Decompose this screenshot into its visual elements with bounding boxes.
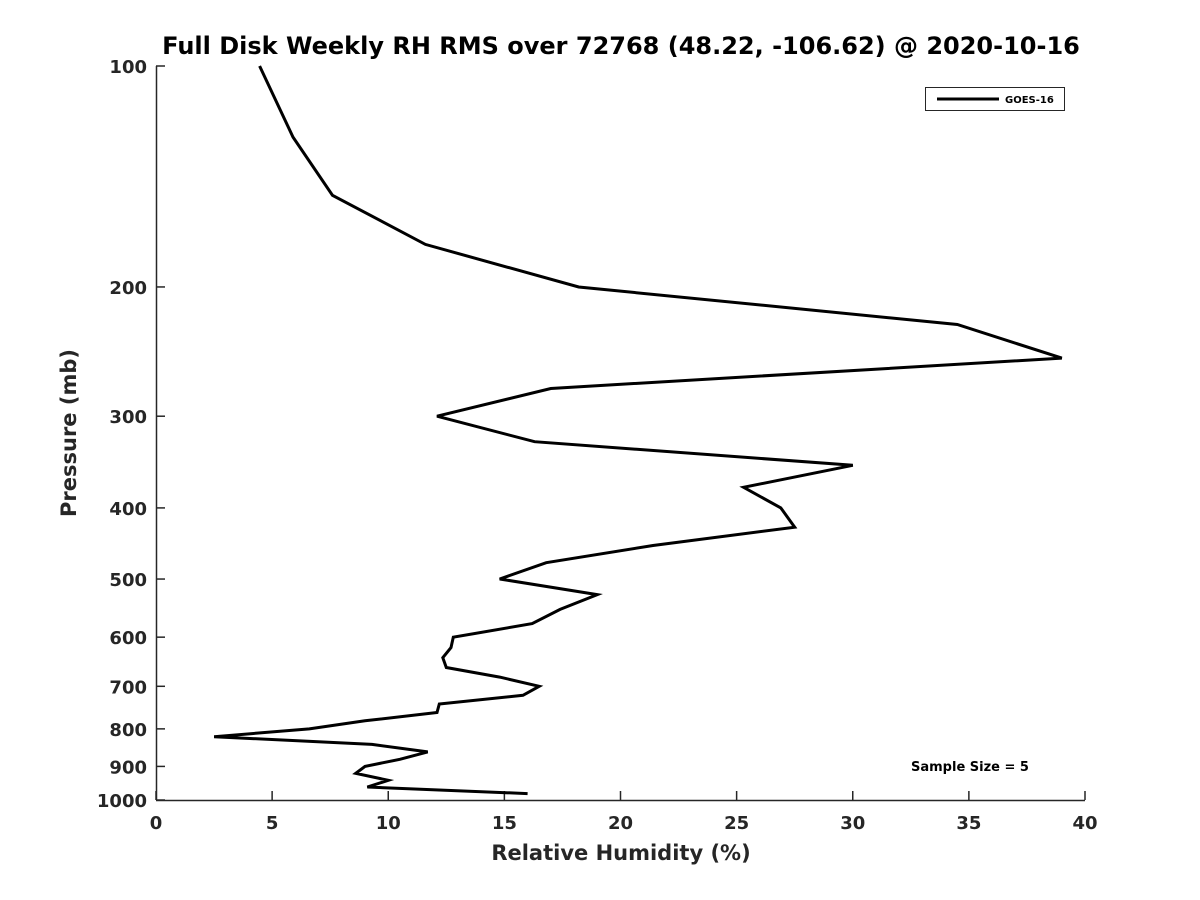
sample-size-annotation: Sample Size = 5 — [911, 760, 1029, 775]
x-tick-label: 35 — [956, 813, 981, 834]
x-axis-label: Relative Humidity (%) — [491, 841, 750, 865]
y-tick-label: 600 — [109, 628, 147, 649]
legend-label: GOES-16 — [1005, 95, 1054, 106]
y-tick-label: 900 — [109, 757, 147, 778]
y-tick-label: 1000 — [97, 791, 147, 812]
series-group — [213, 65, 1063, 796]
y-tick-label: 800 — [109, 720, 147, 741]
x-tick-label: 0 — [150, 813, 163, 834]
y-tick-label: 200 — [109, 278, 147, 299]
y-tick-label: 100 — [109, 57, 147, 78]
legend: GOES-16 — [925, 87, 1065, 111]
x-tick-label: 25 — [724, 813, 749, 834]
x-tick-label: 40 — [1072, 813, 1097, 834]
chart-title: Full Disk Weekly RH RMS over 72768 (48.2… — [162, 32, 1080, 60]
y-tick-label: 700 — [109, 677, 147, 698]
x-tick-label: 5 — [266, 813, 279, 834]
y-tick-label: 400 — [109, 499, 147, 520]
x-tick-label: 30 — [840, 813, 865, 834]
x-axis-ticks: 0 5 10 15 20 25 30 35 40 — [150, 791, 1098, 834]
series-line — [213, 65, 1063, 796]
y-axis-label: Pressure (mb) — [57, 349, 81, 517]
x-tick-label: 20 — [608, 813, 633, 834]
x-tick-label: 10 — [376, 813, 401, 834]
y-axis-ticks: 100 200 300 400 500 600 700 800 900 1000 — [97, 57, 165, 812]
y-tick-label: 300 — [109, 407, 147, 428]
x-tick-label: 15 — [492, 813, 517, 834]
y-tick-label: 500 — [109, 570, 147, 591]
